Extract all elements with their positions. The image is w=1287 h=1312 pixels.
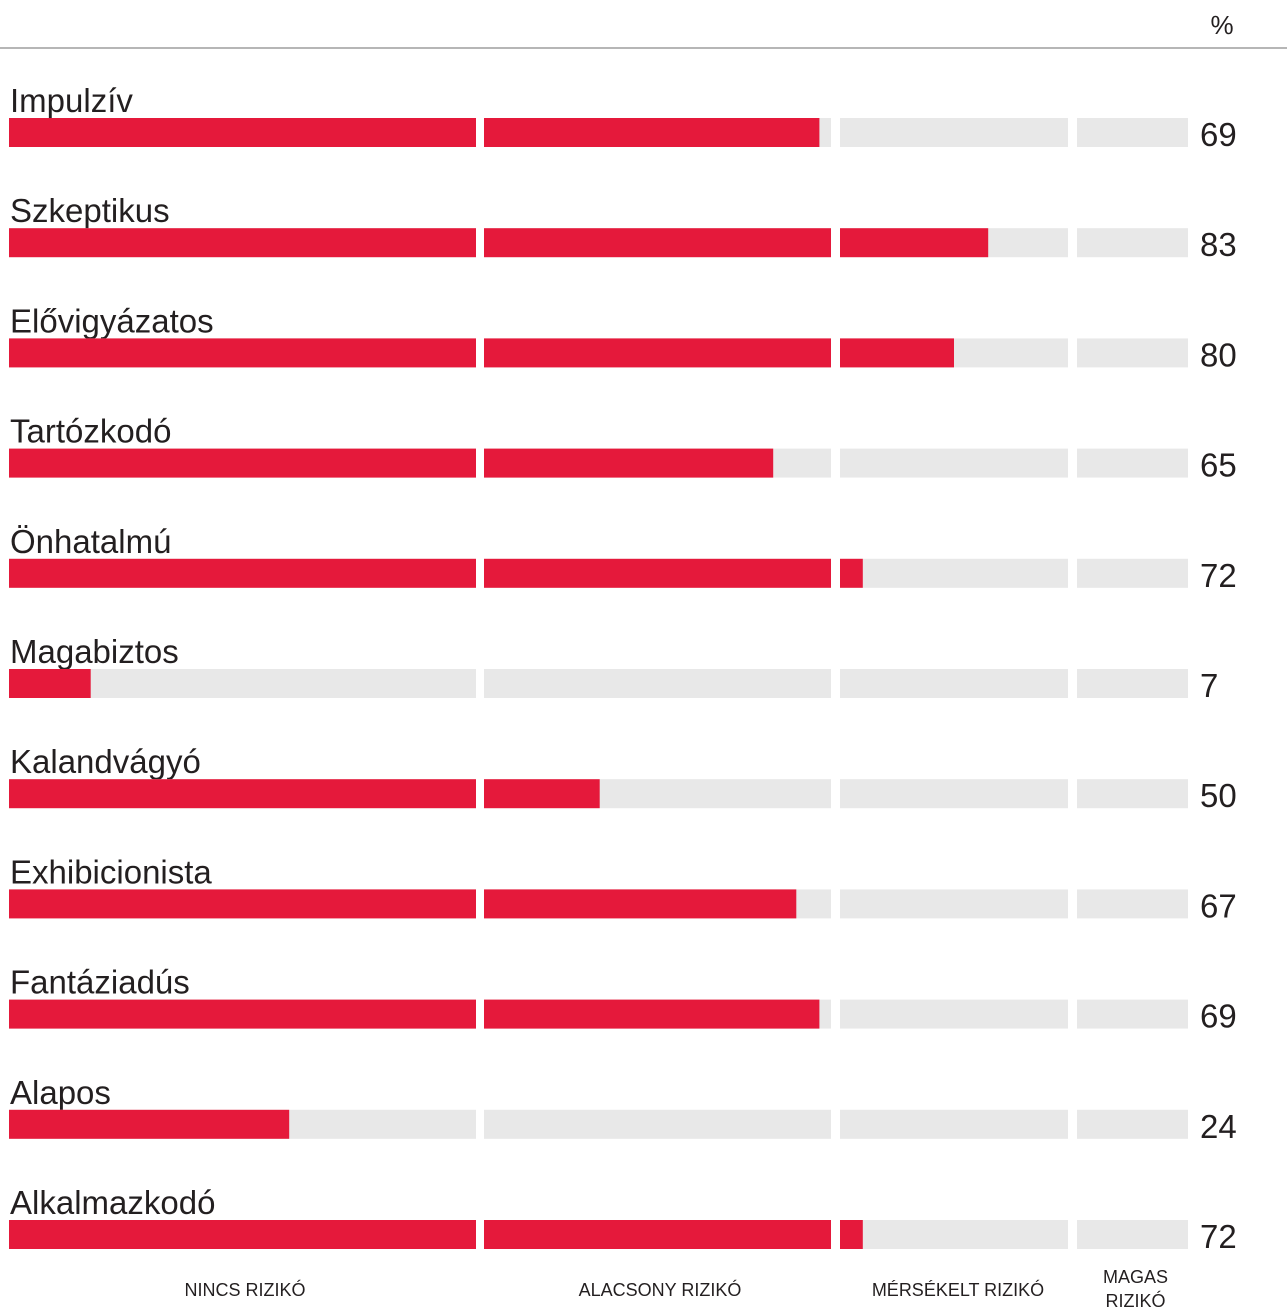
segment-track: [840, 558, 1068, 588]
segment-track: [1077, 118, 1188, 147]
bar-fill: [9, 669, 91, 698]
bar-fill: [9, 889, 476, 919]
value-label: 24: [1200, 1108, 1237, 1145]
category-label: Fantáziadús: [10, 964, 190, 1001]
bar-fill: [9, 118, 476, 147]
segment-labels: NINCS RIZIKÓ ALACSONY RIZIKÓ MÉRSÉKELT RIZ…: [184, 1267, 1168, 1311]
bar-row: Kalandvágyó 50: [9, 743, 1237, 814]
chart-rows: Impulzív 69 Szkeptikus 83 Elővigyázatos 80 Tar…: [9, 82, 1237, 1255]
bar-fill: [9, 1220, 476, 1249]
bar-row: Alapos 24: [9, 1074, 1237, 1145]
value-label: 69: [1200, 116, 1237, 153]
segment-track: [840, 118, 1068, 147]
bar-fill: [484, 228, 831, 258]
value-label: 65: [1200, 447, 1237, 484]
segment-track: [1077, 1220, 1188, 1249]
bar-fill: [9, 448, 476, 478]
segment-label: NINCS RIZIKÓ: [184, 1279, 305, 1300]
segment-track: [840, 999, 1068, 1029]
bar-fill: [840, 228, 989, 258]
category-label: Tartózkodó: [10, 413, 171, 450]
segment-track: [1077, 999, 1188, 1029]
segment-track: [1077, 779, 1188, 809]
bar-fill: [9, 999, 476, 1029]
segment-label: MAGAS RIZIKÓ: [1103, 1267, 1168, 1311]
segment-track: [1077, 889, 1188, 919]
segment-track: [840, 889, 1068, 919]
unit-label: %: [1210, 10, 1233, 40]
value-label: 67: [1200, 887, 1237, 924]
bar-fill: [484, 558, 831, 588]
segment-track: [484, 669, 831, 698]
bar-row: Fantáziadús 69: [9, 964, 1237, 1035]
value-label: 72: [1200, 1218, 1237, 1255]
category-label: Alkalmazkodó: [10, 1184, 215, 1221]
segment-track: [840, 1109, 1068, 1139]
value-label: 72: [1200, 557, 1237, 594]
value-label: 80: [1200, 336, 1237, 373]
bar-row: Önhatalmú 72: [9, 523, 1237, 594]
bar-row: Magabiztos 7: [9, 633, 1218, 704]
bar-row: Impulzív 69: [9, 82, 1237, 153]
bar-fill: [484, 889, 797, 919]
bar-fill: [484, 118, 820, 147]
bar-row: Szkeptikus 83: [9, 192, 1237, 263]
bar-row: Elővigyázatos 80: [9, 302, 1237, 373]
segment-label: MÉRSÉKELT RIZIKÓ: [872, 1279, 1044, 1300]
bar-fill: [840, 558, 863, 588]
category-label: Impulzív: [10, 82, 133, 119]
bar-row: Alkalmazkodó 72: [9, 1184, 1237, 1255]
category-label: Szkeptikus: [10, 192, 170, 229]
bar-fill: [9, 779, 476, 809]
category-label: Magabiztos: [10, 633, 179, 670]
bar-fill: [9, 558, 476, 588]
category-label: Elővigyázatos: [10, 302, 214, 339]
bar-fill: [484, 448, 774, 478]
bar-fill: [484, 999, 820, 1029]
category-label: Önhatalmú: [10, 523, 171, 560]
category-label: Alapos: [10, 1074, 111, 1111]
value-label: 50: [1200, 777, 1237, 814]
value-label: 83: [1200, 226, 1237, 263]
bar-row: Exhibicionista 67: [9, 853, 1237, 924]
segment-track: [840, 779, 1068, 809]
bar-fill: [9, 1109, 290, 1139]
segment-track: [1077, 228, 1188, 258]
value-label: 69: [1200, 998, 1237, 1035]
category-label: Exhibicionista: [10, 853, 212, 890]
bar-fill: [484, 779, 600, 809]
category-label: Kalandvágyó: [10, 743, 201, 780]
bar-row: Tartózkodó 65: [9, 413, 1237, 484]
segment-track: [840, 669, 1068, 698]
segment-track: [1077, 669, 1188, 698]
bar-fill: [484, 338, 831, 368]
segment-label: ALACSONY RIZIKÓ: [579, 1279, 742, 1300]
segment-track: [484, 1109, 831, 1139]
segment-track: [1077, 558, 1188, 588]
segment-track: [840, 448, 1068, 478]
bar-fill: [840, 338, 954, 368]
segment-track: [1077, 1109, 1188, 1139]
segment-track: [840, 1220, 1068, 1249]
bar-fill: [9, 338, 476, 368]
bar-fill: [9, 228, 476, 258]
segment-track: [1077, 338, 1188, 368]
bar-fill: [484, 1220, 831, 1249]
value-label: 7: [1200, 667, 1218, 704]
bar-fill: [840, 1220, 863, 1249]
segment-track: [1077, 448, 1188, 478]
